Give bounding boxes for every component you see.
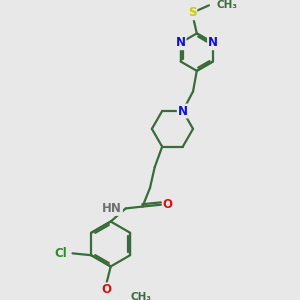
- Text: N: N: [178, 104, 188, 118]
- Text: CH₃: CH₃: [130, 292, 151, 300]
- Text: HN: HN: [102, 202, 122, 215]
- Text: O: O: [163, 198, 173, 211]
- Text: CH₃: CH₃: [216, 0, 237, 10]
- Text: O: O: [101, 283, 111, 296]
- Text: N: N: [208, 36, 218, 49]
- Text: N: N: [176, 36, 186, 49]
- Text: Cl: Cl: [54, 247, 67, 260]
- Text: S: S: [188, 6, 197, 19]
